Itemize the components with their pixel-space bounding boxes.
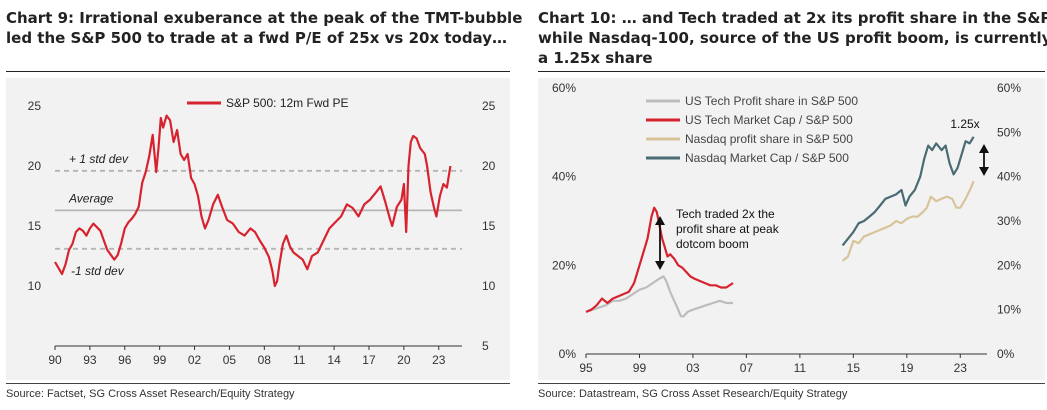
- chart-9-x-tick-label: 05: [223, 353, 237, 367]
- chart-9-source-rule: [6, 383, 510, 384]
- chart-10-x-tick-label: 23: [954, 361, 968, 375]
- chart-10-y-left-tick-label: 40%: [552, 170, 576, 184]
- chart-9-ref-label-1-std-dev: -1 std dev: [71, 264, 125, 278]
- chart-10-y-right-tick-label: 40%: [997, 170, 1021, 184]
- chart-10-x-tick-label: 07: [740, 361, 754, 375]
- chart-10-title: Chart 10: … and Tech traded at 2x its pr…: [538, 8, 1047, 68]
- chart-9-y-right-tick-label: 15: [482, 219, 496, 233]
- chart-9-title-line-1: Chart 9: Irrational exuberance at the pe…: [6, 9, 523, 27]
- chart-10-annotation-dotcom-line: profit share at peak: [676, 222, 780, 236]
- chart-10-svg: 95 99 03 07 11 15 19 23 0% 20% 40% 60% 0% 10% 20% 30% 40…: [552, 81, 1021, 375]
- chart-10-y-left-tick-label: 20%: [552, 258, 576, 272]
- chart-9-x-tick-label: 90: [48, 353, 62, 367]
- chart-10-y-right-tick-label: 30%: [997, 214, 1021, 228]
- chart-10-x-tick-label: 15: [847, 361, 861, 375]
- chart-10-title-line-2: while Nasdaq-100, source of the US profi…: [538, 29, 1047, 47]
- chart-10-y-right-tick-label: 60%: [997, 81, 1021, 95]
- chart-10-y-left-tick-label: 60%: [552, 81, 576, 95]
- chart-10-x-tick-label: 03: [686, 361, 700, 375]
- chart-10-source: Source: Datastream, SG Cross Asset Resea…: [538, 388, 848, 400]
- chart-10-y-right-tick-label: 0%: [997, 347, 1015, 361]
- chart-10-y-right-tick-label: 10%: [997, 303, 1021, 317]
- chart-10-x-tick-label: 95: [579, 361, 593, 375]
- chart-10-series-line-nasdaq-profit-share-in-s-p-500: [841, 180, 975, 262]
- chart-10-title-line-1: Chart 10: … and Tech traded at 2x its pr…: [538, 9, 1047, 27]
- chart-10-legend-label-nasdaq-market-cap-s-p-500: Nasdaq Market Cap / S&P 500: [685, 151, 849, 165]
- chart-10-annotation-dotcom-line: dotcom boom: [676, 237, 749, 251]
- chart-10-legend-label-us-tech-market-cap-s-p-500: US Tech Market Cap / S&P 500: [685, 113, 853, 127]
- chart-10-series-line-nasdaq-market-cap-s-p-500: [841, 136, 975, 247]
- chart-10-x-tick-label: 99: [633, 361, 647, 375]
- chart-10-legend-label-us-tech-profit-share-in-s-p-500: US Tech Profit share in S&P 500: [685, 94, 858, 108]
- chart-9-y-left-tick-label: 20: [28, 159, 42, 173]
- chart-9-legend-label: S&P 500: 12m Fwd PE: [226, 96, 349, 110]
- chart-9-y-right-tick-label: 20: [482, 159, 496, 173]
- chart-9-y-left-tick-label: 10: [28, 279, 42, 293]
- chart-10-y-left-tick-label: 0%: [559, 347, 577, 361]
- chart-10-annotation-ratio-arrow-head-up: [979, 144, 989, 153]
- chart-9-x-tick-label: 08: [258, 353, 272, 367]
- chart-9-x-tick-label: 96: [118, 353, 132, 367]
- chart-10-x-tick-label: 19: [900, 361, 914, 375]
- chart-10-legend-label-nasdaq-profit-share-in-s-p-500: Nasdaq profit share in S&P 500: [685, 132, 853, 146]
- chart-10-x-tick-label: 11: [794, 361, 807, 375]
- chart-9-x-tick-label: 20: [397, 353, 411, 367]
- chart-10-annotation-arrow-head-down: [655, 261, 665, 270]
- chart-9-x-tick-label: 17: [362, 353, 376, 367]
- chart-9-x-tick-label: 11: [293, 353, 306, 367]
- chart-9-x-tick-label: 14: [327, 353, 341, 367]
- chart-10-annotation-ratio-arrow-head-down: [979, 167, 989, 176]
- chart-10-y-right-tick-label: 50%: [997, 125, 1021, 139]
- chart-9-y-right-tick-label: 10: [482, 279, 496, 293]
- chart-9-x-tick-label: 93: [83, 353, 97, 367]
- chart-9-svg: 90 93 96 99 02 05 08 11 14 17 20 23 10 15 20 25 5 10 15 20 2…: [28, 96, 496, 367]
- chart-9-y-left-tick-label: 15: [28, 219, 42, 233]
- chart-10-annotation-dotcom-line: Tech traded 2x the: [676, 207, 775, 221]
- chart-9-x-tick-label: 23: [432, 353, 446, 367]
- chart-9-title-line-2: led the S&P 500 to trade at a fwd P/E of…: [6, 29, 507, 47]
- chart-9-ref-label-1-std-dev: + 1 std dev: [69, 152, 129, 166]
- chart-10-title-rule: [538, 71, 1045, 72]
- chart-10-title-line-3: a 1.25x share: [538, 49, 653, 67]
- chart-10-plot-background: [538, 78, 1045, 380]
- chart-9-title-rule: [6, 71, 510, 72]
- chart-10-source-rule: [538, 383, 1045, 384]
- chart-9-series-line-s-p-500-12m-fwd-pe: [54, 114, 452, 288]
- chart-9-y-left-tick-label: 25: [28, 99, 42, 113]
- chart-10-annotation-arrow-head-up: [655, 216, 665, 225]
- chart-9-y-right-tick-label: 25: [482, 99, 496, 113]
- chart-9-y-right-tick-label: 5: [482, 339, 489, 353]
- chart-9-source: Source: Factset, SG Cross Asset Research…: [6, 388, 295, 400]
- chart-9-ref-label-average: Average: [68, 191, 114, 205]
- chart-9-title: Chart 9: Irrational exuberance at the pe…: [6, 8, 522, 48]
- chart-9-x-tick-label: 02: [188, 353, 202, 367]
- chart-9-x-tick-label: 99: [153, 353, 167, 367]
- chart-10-series-line-us-tech-profit-share-in-s-p-500: [585, 275, 733, 318]
- chart-10-y-right-tick-label: 20%: [997, 258, 1021, 272]
- chart-10-annotation-ratio-label: 1.25x: [950, 117, 979, 131]
